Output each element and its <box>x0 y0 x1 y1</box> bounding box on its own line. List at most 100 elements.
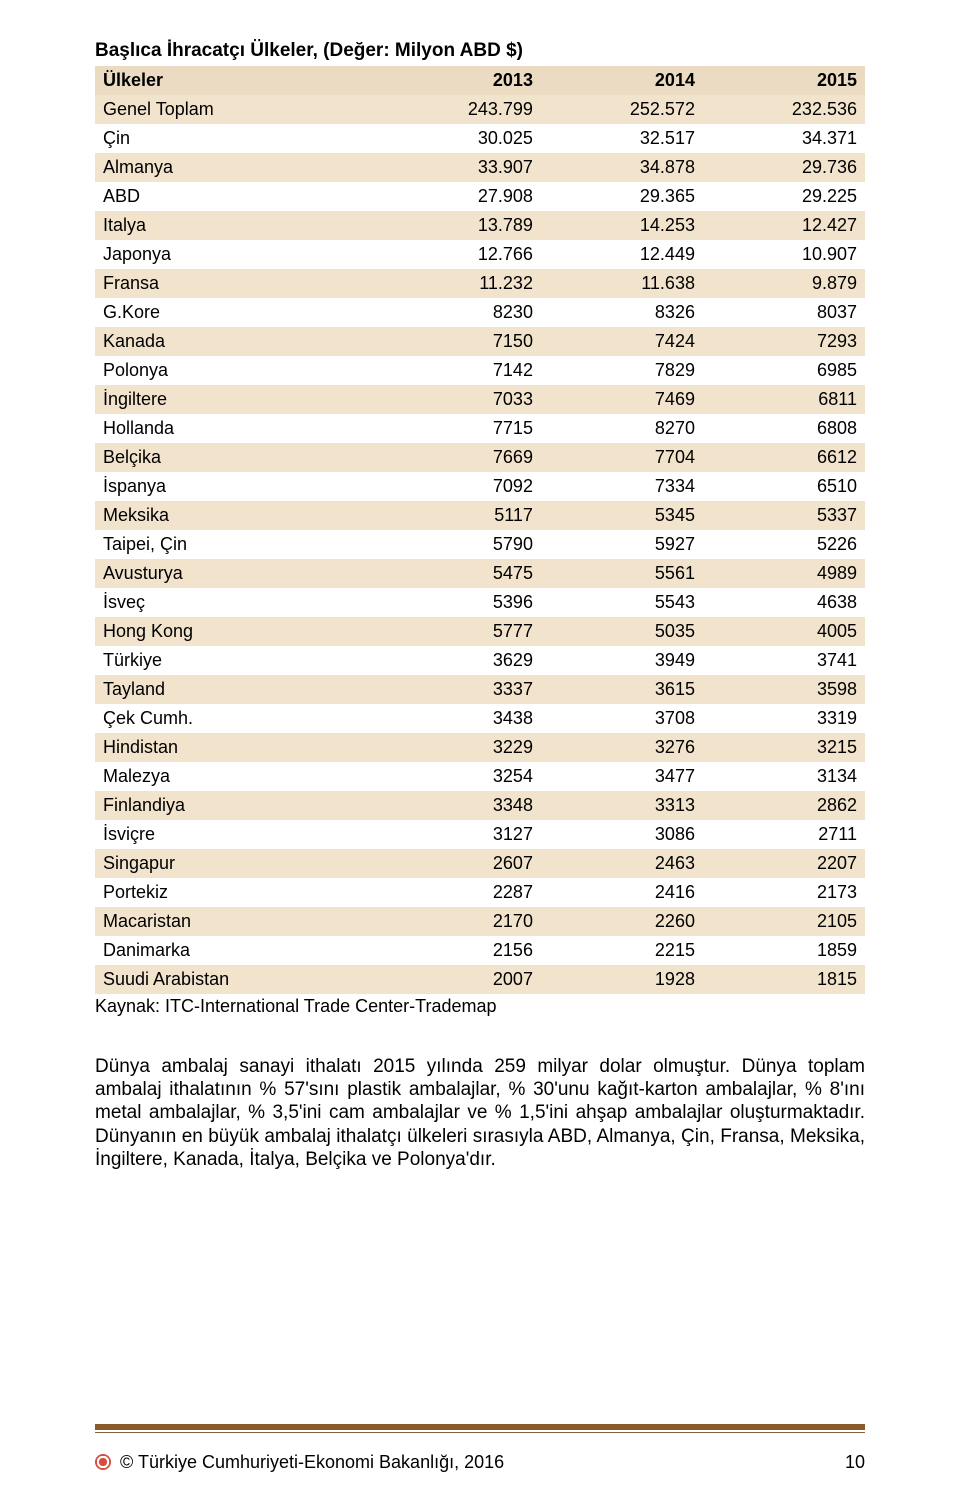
flag-icon <box>95 1454 111 1470</box>
column-header: Ülkeler <box>95 66 379 95</box>
table-row: Hindistan322932763215 <box>95 733 865 762</box>
value-cell: 8230 <box>379 298 541 327</box>
value-cell: 243.799 <box>379 95 541 124</box>
copyright-symbol: © <box>120 1452 133 1472</box>
value-cell: 8037 <box>703 298 865 327</box>
value-cell: 8326 <box>541 298 703 327</box>
value-cell: 2105 <box>703 907 865 936</box>
value-cell: 33.907 <box>379 153 541 182</box>
table-row: Meksika511753455337 <box>95 501 865 530</box>
table-row: Portekiz228724162173 <box>95 878 865 907</box>
value-cell: 3949 <box>541 646 703 675</box>
value-cell: 3708 <box>541 704 703 733</box>
country-cell: Meksika <box>95 501 379 530</box>
table-row: İsviçre312730862711 <box>95 820 865 849</box>
value-cell: 5117 <box>379 501 541 530</box>
country-cell: ABD <box>95 182 379 211</box>
country-cell: Hindistan <box>95 733 379 762</box>
table-body: Genel Toplam243.799252.572232.536Çin30.0… <box>95 95 865 994</box>
value-cell: 5777 <box>379 617 541 646</box>
table-row: Tayland333736153598 <box>95 675 865 704</box>
country-cell: G.Kore <box>95 298 379 327</box>
value-cell: 11.638 <box>541 269 703 298</box>
country-cell: Çek Cumh. <box>95 704 379 733</box>
footer-rule <box>95 1424 865 1434</box>
value-cell: 2215 <box>541 936 703 965</box>
country-cell: Avusturya <box>95 559 379 588</box>
country-cell: Malezya <box>95 762 379 791</box>
value-cell: 29.225 <box>703 182 865 211</box>
value-cell: 7334 <box>541 472 703 501</box>
value-cell: 7829 <box>541 356 703 385</box>
footer-text: © Türkiye Cumhuriyeti-Ekonomi Bakanlığı,… <box>95 1452 504 1473</box>
value-cell: 11.232 <box>379 269 541 298</box>
country-cell: Genel Toplam <box>95 95 379 124</box>
value-cell: 1928 <box>541 965 703 994</box>
table-row: Suudi Arabistan200719281815 <box>95 965 865 994</box>
value-cell: 1815 <box>703 965 865 994</box>
table-row: Türkiye362939493741 <box>95 646 865 675</box>
value-cell: 5226 <box>703 530 865 559</box>
value-cell: 5790 <box>379 530 541 559</box>
table-caption: Kaynak: ITC-International Trade Center-T… <box>95 996 865 1017</box>
country-cell: İsveç <box>95 588 379 617</box>
value-cell: 5561 <box>541 559 703 588</box>
value-cell: 6808 <box>703 414 865 443</box>
country-cell: Polonya <box>95 356 379 385</box>
table-row: Çin30.02532.51734.371 <box>95 124 865 153</box>
value-cell: 34.371 <box>703 124 865 153</box>
table-row: G.Kore823083268037 <box>95 298 865 327</box>
table-row: Kanada715074247293 <box>95 327 865 356</box>
footer-label: Türkiye Cumhuriyeti-Ekonomi Bakanlığı, 2… <box>138 1452 504 1472</box>
value-cell: 3276 <box>541 733 703 762</box>
value-cell: 5543 <box>541 588 703 617</box>
value-cell: 7669 <box>379 443 541 472</box>
country-cell: Portekiz <box>95 878 379 907</box>
country-cell: Suudi Arabistan <box>95 965 379 994</box>
value-cell: 7092 <box>379 472 541 501</box>
country-cell: İsviçre <box>95 820 379 849</box>
table-row: Macaristan217022602105 <box>95 907 865 936</box>
table-row: İspanya709273346510 <box>95 472 865 501</box>
value-cell: 3254 <box>379 762 541 791</box>
country-cell: Kanada <box>95 327 379 356</box>
table-title: Başlıca İhracatçı Ülkeler, (Değer: Milyo… <box>95 40 865 62</box>
value-cell: 5035 <box>541 617 703 646</box>
table-row: İsveç539655434638 <box>95 588 865 617</box>
table-row: Avusturya547555614989 <box>95 559 865 588</box>
value-cell: 29.365 <box>541 182 703 211</box>
value-cell: 2862 <box>703 791 865 820</box>
value-cell: 7293 <box>703 327 865 356</box>
value-cell: 3438 <box>379 704 541 733</box>
value-cell: 6612 <box>703 443 865 472</box>
value-cell: 2416 <box>541 878 703 907</box>
value-cell: 29.736 <box>703 153 865 182</box>
value-cell: 12.449 <box>541 240 703 269</box>
value-cell: 7704 <box>541 443 703 472</box>
page: Başlıca İhracatçı Ülkeler, (Değer: Milyo… <box>0 0 960 1503</box>
country-cell: İspanya <box>95 472 379 501</box>
table-row: Polonya714278296985 <box>95 356 865 385</box>
value-cell: 3215 <box>703 733 865 762</box>
value-cell: 6811 <box>703 385 865 414</box>
value-cell: 3477 <box>541 762 703 791</box>
value-cell: 30.025 <box>379 124 541 153</box>
value-cell: 2156 <box>379 936 541 965</box>
value-cell: 2260 <box>541 907 703 936</box>
country-cell: Japonya <box>95 240 379 269</box>
value-cell: 2287 <box>379 878 541 907</box>
table-row: Hong Kong577750354005 <box>95 617 865 646</box>
table-row: Japonya12.76612.44910.907 <box>95 240 865 269</box>
value-cell: 4989 <box>703 559 865 588</box>
value-cell: 3337 <box>379 675 541 704</box>
value-cell: 2607 <box>379 849 541 878</box>
value-cell: 4005 <box>703 617 865 646</box>
value-cell: 7142 <box>379 356 541 385</box>
value-cell: 252.572 <box>541 95 703 124</box>
table-head: Ülkeler201320142015 <box>95 66 865 95</box>
table-row: Almanya33.90734.87829.736 <box>95 153 865 182</box>
table-row: Genel Toplam243.799252.572232.536 <box>95 95 865 124</box>
country-cell: Tayland <box>95 675 379 704</box>
column-header: 2014 <box>541 66 703 95</box>
value-cell: 6510 <box>703 472 865 501</box>
